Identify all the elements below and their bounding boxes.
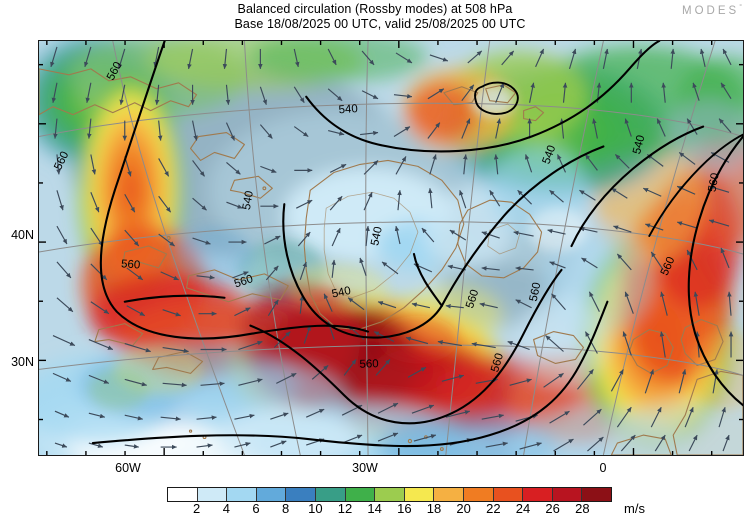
colorbar-swatch[interactable] — [463, 488, 494, 501]
colorbar-swatch[interactable] — [345, 488, 376, 501]
colorbar[interactable] — [167, 487, 612, 502]
x-axis-tick-label: 60W — [115, 461, 141, 475]
colorbar-swatch[interactable] — [375, 488, 405, 501]
colorbar-swatch[interactable] — [582, 488, 611, 501]
colorbar-tick-label: 6 — [252, 501, 260, 516]
svg-text:560: 560 — [706, 172, 721, 193]
colorbar-tick-label: 8 — [282, 501, 290, 516]
axis-tick-layer — [39, 41, 743, 455]
contour-label: 560 — [464, 288, 481, 310]
colorbar-swatch[interactable] — [552, 488, 583, 501]
contour-label: 540 — [631, 134, 647, 155]
colorbar-swatch[interactable] — [286, 488, 316, 501]
contour-label: 560 — [706, 172, 721, 193]
y-axis-tick-label: 40N — [11, 228, 34, 242]
contour-label: 540 — [331, 285, 352, 301]
svg-text:540: 540 — [331, 285, 352, 301]
contour-label: 560 — [489, 352, 506, 374]
colorbar-swatch[interactable] — [404, 488, 435, 501]
colorbar-tick-label: 14 — [367, 501, 382, 516]
colorbar-swatch[interactable] — [523, 488, 553, 501]
contour-label: 540 — [241, 190, 256, 211]
contour-label: 560 — [233, 273, 255, 290]
colorbar-swatch[interactable] — [168, 488, 198, 501]
svg-text:540: 540 — [241, 190, 256, 211]
x-axis-tick-label: 0 — [599, 461, 607, 475]
contour-label: 560 — [528, 281, 544, 302]
contour-label: 560 — [359, 358, 379, 371]
map-plot-area: 560 560 540 540 540 560 560 540 560 560 560 560 540 5… — [38, 40, 744, 456]
colorbar-unit-label: m/s — [624, 501, 645, 516]
colorbar-swatch[interactable] — [256, 488, 287, 501]
colorbar-tick-label: 22 — [486, 501, 501, 516]
svg-text:540: 540 — [631, 134, 647, 155]
colorbar-swatch[interactable] — [315, 488, 346, 501]
colorbar-tick-label: 26 — [545, 501, 560, 516]
colorbar-swatch[interactable] — [493, 488, 524, 501]
contour-label: 560 — [121, 258, 141, 271]
colorbar-tick-label: 18 — [426, 501, 442, 516]
contour-label: 540 — [369, 226, 385, 247]
svg-text:540: 540 — [369, 226, 385, 247]
page-title: Balanced circulation (Rossby modes) at 5… — [237, 2, 513, 16]
colorbar-tick-label: 12 — [337, 501, 353, 516]
svg-text:560: 560 — [233, 273, 255, 290]
colorbar-tick-label: 2 — [193, 501, 201, 516]
contour-label: 540 — [338, 103, 358, 116]
svg-text:560: 560 — [359, 358, 379, 371]
svg-text:560: 560 — [464, 288, 481, 310]
colorbar-tick-label: 20 — [456, 501, 471, 516]
modes-logo-mark: ° — [739, 4, 742, 11]
svg-text:540: 540 — [338, 103, 358, 116]
graticule-layer — [39, 41, 743, 455]
modes-logo-text: MODES — [682, 4, 740, 17]
windspeed-shading-layer — [39, 41, 743, 455]
colorbar-tick-label: 10 — [308, 501, 323, 516]
svg-text:560: 560 — [528, 281, 544, 302]
y-axis-tick-label: 30N — [11, 355, 34, 369]
svg-text:560: 560 — [121, 258, 141, 271]
colorbar-tick-label: 4 — [222, 501, 230, 516]
colorbar-swatch[interactable] — [197, 488, 228, 501]
colorbar-swatch[interactable] — [227, 488, 257, 501]
figure-title-block: Balanced circulation (Rossby modes) at 5… — [0, 2, 750, 32]
figure-subtitle: Base 18/08/2025 00 UTC, valid 25/08/2025… — [234, 17, 526, 31]
x-axis-tick-label: 30W — [352, 461, 378, 475]
colorbar-tick-label: 28 — [575, 501, 590, 516]
colorbar-tick-label: 16 — [397, 501, 412, 516]
svg-text:560: 560 — [489, 352, 506, 374]
colorbar-tick-label: 24 — [515, 501, 531, 516]
modes-logo: MODES° — [682, 4, 742, 17]
colorbar-swatch[interactable] — [434, 488, 464, 501]
wind-vector-layer — [50, 46, 734, 452]
